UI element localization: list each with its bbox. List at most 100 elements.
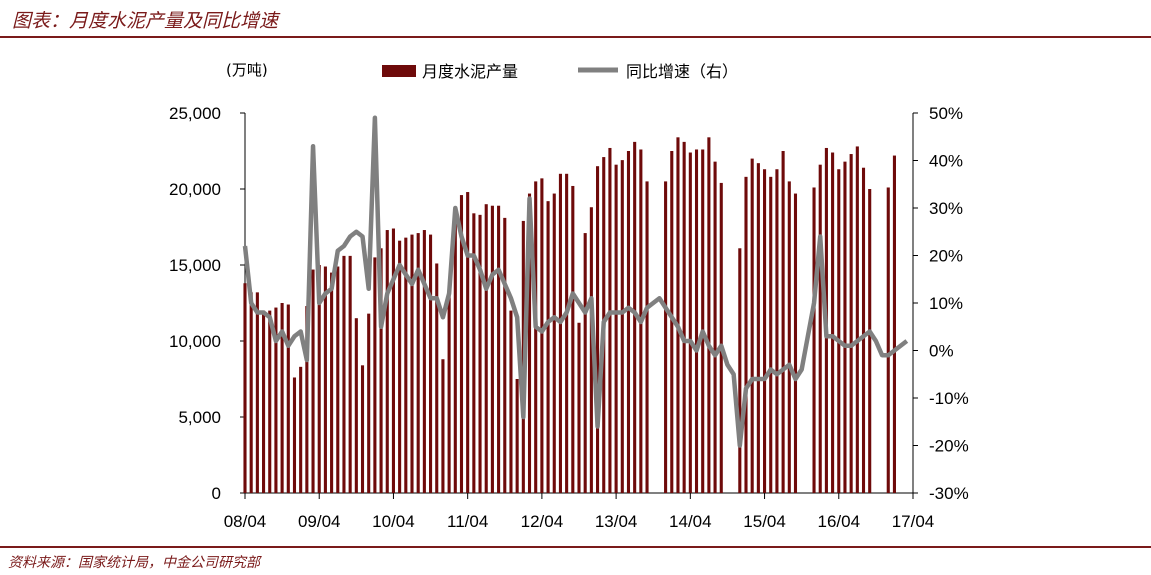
production-bar xyxy=(342,255,346,493)
line-series xyxy=(242,115,909,448)
production-bar xyxy=(750,158,754,493)
production-bar xyxy=(843,161,847,493)
production-bar xyxy=(793,193,798,493)
production-bar xyxy=(713,161,717,493)
production-bar xyxy=(429,234,433,493)
production-bar xyxy=(268,310,272,493)
production-bar xyxy=(534,181,538,493)
production-bar xyxy=(577,322,581,493)
production-bar xyxy=(354,318,358,493)
production-bar xyxy=(682,141,686,493)
left-tick-label: 5,000 xyxy=(178,408,221,427)
production-bar xyxy=(422,230,426,494)
production-bar xyxy=(379,248,383,493)
production-bar xyxy=(837,169,841,494)
production-bar xyxy=(855,146,859,493)
production-bar xyxy=(441,359,445,493)
production-bar xyxy=(484,204,488,493)
production-bar xyxy=(645,181,649,493)
production-bar xyxy=(330,272,334,493)
production-bar xyxy=(763,169,767,494)
production-bar xyxy=(435,263,439,493)
production-bar xyxy=(886,187,890,494)
production-bar xyxy=(299,366,303,493)
production-bar xyxy=(626,151,631,493)
production-bar xyxy=(453,214,457,493)
right-tick-label: -20% xyxy=(929,437,969,456)
legend-bar-swatch xyxy=(382,65,416,77)
production-bar xyxy=(292,377,297,493)
left-tick-label: 0 xyxy=(212,484,221,503)
right-tick-label: -10% xyxy=(929,389,969,408)
x-tick-label: 09/04 xyxy=(298,512,341,531)
production-bar xyxy=(243,283,247,493)
production-bar xyxy=(459,195,464,493)
production-bar xyxy=(515,379,519,493)
left-axis-ticks: 0 5,000 10,000 15,000 20,000 25,000 xyxy=(169,104,245,503)
production-bar xyxy=(373,257,377,493)
production-bar xyxy=(633,141,637,493)
production-bar xyxy=(509,310,513,493)
production-bar xyxy=(317,265,321,493)
production-bar xyxy=(596,166,600,493)
x-tick-label: 16/04 xyxy=(818,512,861,531)
production-bar xyxy=(348,255,352,493)
production-bar xyxy=(701,149,705,494)
x-tick-label: 12/04 xyxy=(521,512,564,531)
bar-line-chart: (万吨) 月度水泥产量 同比增速（右） 0 5,000 10,000 15,000 20… xyxy=(169,61,969,531)
right-tick-label: 40% xyxy=(929,152,963,171)
production-bar xyxy=(812,187,816,494)
production-bar xyxy=(694,149,699,494)
production-bar xyxy=(404,237,408,493)
legend-line-label: 同比增速（右） xyxy=(626,62,738,81)
x-tick-label: 14/04 xyxy=(669,512,712,531)
right-tick-label: 10% xyxy=(929,294,963,313)
production-bar xyxy=(571,185,575,493)
production-bar xyxy=(614,164,618,493)
production-bar xyxy=(398,240,402,493)
x-tick-label: 11/04 xyxy=(447,512,488,531)
production-bar xyxy=(311,269,315,493)
production-bar xyxy=(540,178,544,494)
yoy-growth-line xyxy=(242,115,909,448)
production-bar xyxy=(391,228,395,493)
production-bar xyxy=(552,193,556,493)
right-tick-label: 20% xyxy=(929,247,963,266)
production-bar xyxy=(738,248,742,493)
production-bar xyxy=(868,189,872,493)
production-bar xyxy=(781,151,785,493)
production-bar xyxy=(787,181,791,493)
production-bar xyxy=(274,307,278,493)
bar-series xyxy=(243,137,896,494)
top-divider xyxy=(0,36,1151,38)
x-tick-label: 13/04 xyxy=(595,512,638,531)
production-bar xyxy=(305,306,309,493)
right-tick-label: -30% xyxy=(929,484,969,503)
source-note: 资料来源：国家统计局，中金公司研究部 xyxy=(8,555,260,571)
production-bar xyxy=(262,310,266,493)
production-bar xyxy=(565,173,569,494)
production-bar xyxy=(676,137,680,493)
production-bar xyxy=(478,214,482,493)
chart-title: 图表：月度水泥产量及同比增速 xyxy=(12,10,279,32)
production-bar xyxy=(546,201,550,493)
production-bar xyxy=(385,230,389,494)
production-bar xyxy=(466,192,470,494)
production-bar xyxy=(558,173,562,494)
production-bar xyxy=(849,154,853,494)
production-bar xyxy=(775,169,779,494)
production-bar xyxy=(620,160,624,493)
right-tick-label: 50% xyxy=(929,104,963,123)
production-bar xyxy=(527,193,532,493)
x-tick-label: 15/04 xyxy=(743,512,786,531)
left-tick-label: 25,000 xyxy=(169,104,221,123)
legend: 月度水泥产量 同比增速（右） xyxy=(382,62,738,81)
left-tick-label: 20,000 xyxy=(169,180,221,199)
production-bar xyxy=(503,217,507,493)
left-tick-label: 10,000 xyxy=(169,332,221,351)
production-bar xyxy=(670,151,674,493)
production-bar xyxy=(688,152,692,493)
production-bar xyxy=(447,284,451,493)
production-bar xyxy=(583,233,587,493)
production-bar xyxy=(336,266,340,493)
